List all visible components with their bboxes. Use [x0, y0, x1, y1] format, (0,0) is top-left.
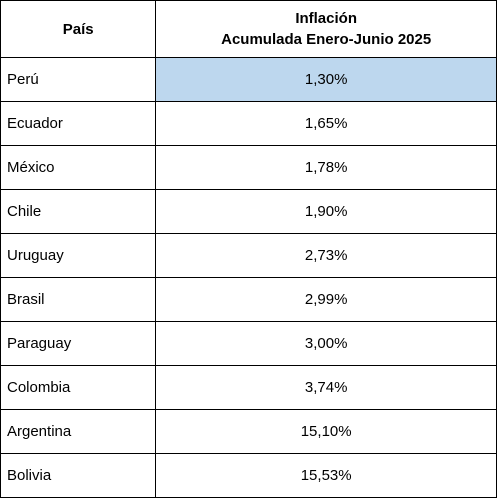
inflation-value-cell: 1,78%: [155, 145, 497, 190]
country-cell: México: [0, 145, 157, 190]
table-row: Perú 1,30%: [0, 57, 497, 102]
inflation-value-cell: 2,99%: [155, 277, 497, 322]
table-row: Paraguay 3,00%: [0, 321, 497, 366]
table-header-row: País Inflación Acumulada Enero-Junio 202…: [0, 0, 497, 58]
inflation-value-cell: 1,30%: [155, 57, 497, 102]
table-row: Colombia 3,74%: [0, 365, 497, 410]
country-cell: Perú: [0, 57, 157, 102]
table-row: Brasil 2,99%: [0, 277, 497, 322]
country-cell: Uruguay: [0, 233, 157, 278]
table-row: Bolivia 15,53%: [0, 453, 497, 498]
country-cell: Brasil: [0, 277, 157, 322]
inflation-value-cell: 15,53%: [155, 453, 497, 498]
table-row: Argentina 15,10%: [0, 409, 497, 454]
table-row: Chile 1,90%: [0, 189, 497, 234]
inflation-value-cell: 1,90%: [155, 189, 497, 234]
country-cell: Argentina: [0, 409, 157, 454]
country-cell: Ecuador: [0, 101, 157, 146]
inflation-value-cell: 3,74%: [155, 365, 497, 410]
country-cell: Colombia: [0, 365, 157, 410]
country-cell: Paraguay: [0, 321, 157, 366]
inflation-value-cell: 1,65%: [155, 101, 497, 146]
inflation-value-cell: 15,10%: [155, 409, 497, 454]
table-row: Ecuador 1,65%: [0, 101, 497, 146]
inflation-value-cell: 2,73%: [155, 233, 497, 278]
header-country: País: [0, 0, 157, 58]
table-row: México 1,78%: [0, 145, 497, 190]
table-row: Uruguay 2,73%: [0, 233, 497, 278]
country-cell: Bolivia: [0, 453, 157, 498]
country-cell: Chile: [0, 189, 157, 234]
header-inflation-subtitle: Acumulada Enero-Junio 2025: [221, 31, 432, 48]
header-inflation-title: Inflación: [295, 10, 357, 27]
header-inflation: Inflación Acumulada Enero-Junio 2025: [155, 0, 497, 58]
inflation-value-cell: 3,00%: [155, 321, 497, 366]
